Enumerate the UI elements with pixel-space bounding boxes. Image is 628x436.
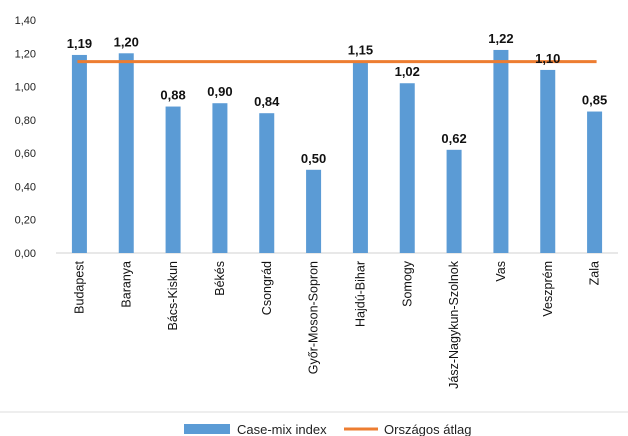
bar xyxy=(259,113,275,253)
bar xyxy=(118,53,134,254)
category-label: Hajdú-Bihar xyxy=(353,261,367,327)
bar xyxy=(399,83,415,253)
category-label: Győr-Moson-Sopron xyxy=(307,261,321,374)
bar xyxy=(306,169,322,253)
legend: Case-mix index Országos átlag xyxy=(184,422,471,436)
data-label: 1,22 xyxy=(488,31,513,46)
category-label: Somogy xyxy=(400,260,414,307)
bar xyxy=(165,106,181,254)
y-tick-label: 1,20 xyxy=(15,48,36,60)
category-labels: Budapest Baranya Bács-Kiskun Békés Csongrád G… xyxy=(72,260,601,389)
category-label: Zala xyxy=(588,261,602,285)
data-label: 1,20 xyxy=(114,34,139,49)
legend-label-case-mix: Case-mix index xyxy=(237,422,327,436)
y-tick-label: 0,40 xyxy=(15,181,36,193)
y-tick-label: 0,00 xyxy=(15,248,36,260)
legend-swatch-case-mix xyxy=(184,424,230,434)
y-axis-labels: 0,00 0,20 0,40 0,60 0,80 1,00 1,20 1,40 xyxy=(15,15,36,260)
bar xyxy=(446,149,462,253)
data-label: 0,88 xyxy=(160,88,185,103)
bar xyxy=(587,111,603,254)
legend-label-average: Országos átlag xyxy=(384,422,471,436)
bars xyxy=(71,49,603,254)
data-label: 0,84 xyxy=(254,94,280,109)
data-label: 1,10 xyxy=(535,51,560,66)
bar xyxy=(493,49,509,254)
category-label: Veszprém xyxy=(541,261,555,317)
data-label: 0,85 xyxy=(582,93,607,108)
data-label: 1,19 xyxy=(67,36,92,51)
y-tick-label: 1,40 xyxy=(15,15,36,27)
data-label: 1,15 xyxy=(348,43,373,58)
data-label: 0,62 xyxy=(441,131,466,146)
category-label: Budapest xyxy=(72,260,86,313)
bar xyxy=(540,69,556,253)
category-label: Békés xyxy=(213,261,227,296)
y-tick-label: 0,80 xyxy=(15,115,36,127)
category-label: Vas xyxy=(494,261,508,282)
bar xyxy=(352,61,368,253)
data-label: 1,02 xyxy=(395,64,420,79)
data-labels: 1,19 1,20 0,88 0,90 0,84 0,50 1,15 1,02 0,62 1,22… xyxy=(67,31,607,166)
bar xyxy=(212,103,228,253)
y-tick-label: 0,20 xyxy=(15,215,36,227)
category-label: Bács-Kiskun xyxy=(166,261,180,331)
category-label: Csongrád xyxy=(260,261,274,315)
data-label: 0,90 xyxy=(207,84,232,99)
y-tick-label: 0,60 xyxy=(15,148,36,160)
category-label: Baranya xyxy=(119,261,133,308)
y-tick-label: 1,00 xyxy=(15,82,36,94)
data-label: 0,50 xyxy=(301,151,326,166)
category-label: Jász-Nagykun-Szolnok xyxy=(447,260,461,389)
bar xyxy=(71,54,87,254)
